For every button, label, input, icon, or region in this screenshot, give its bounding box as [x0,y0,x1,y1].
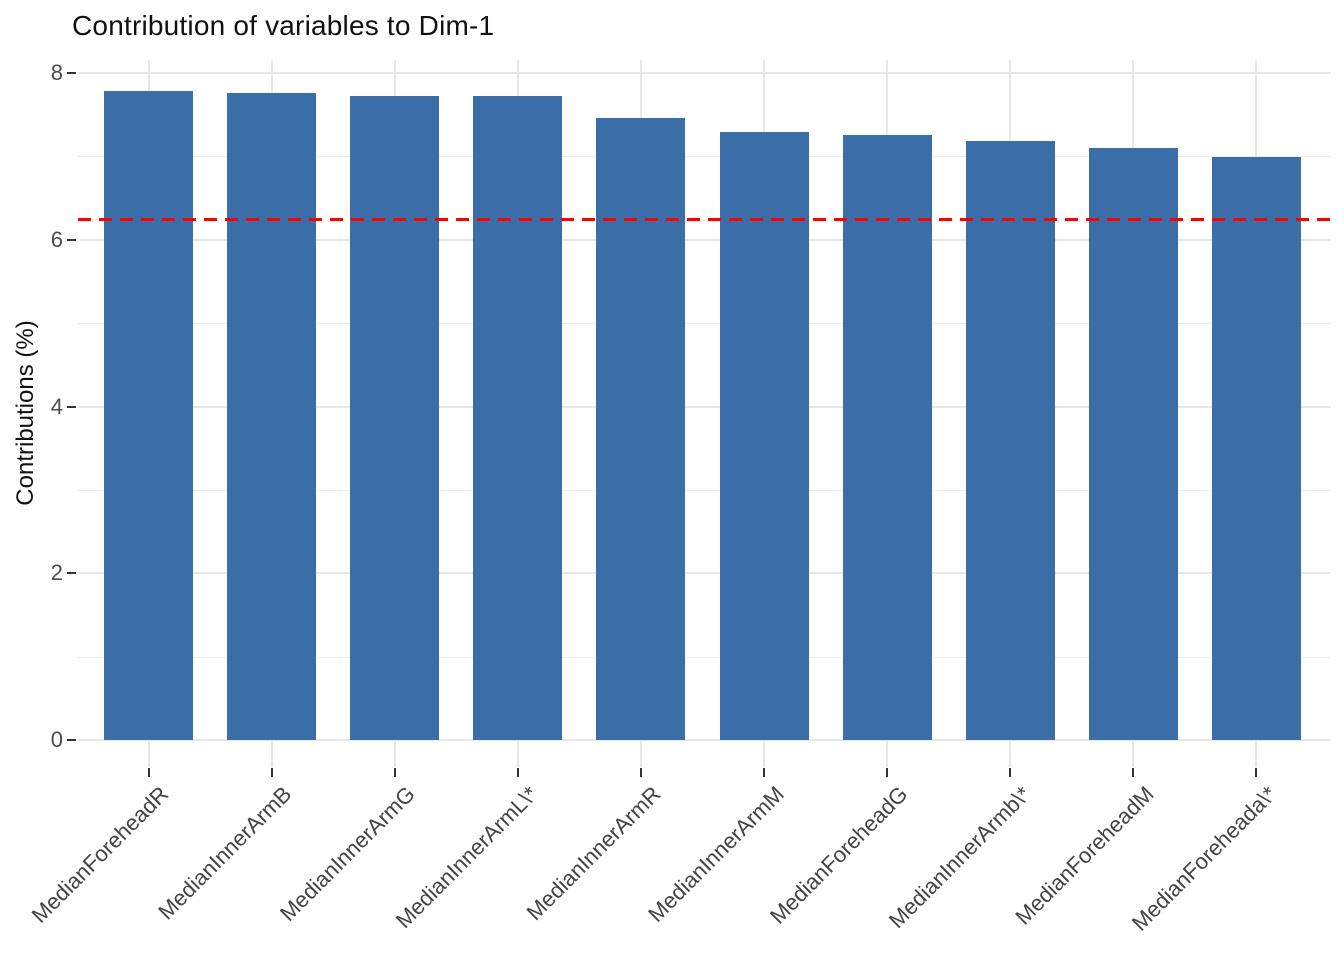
y-tick-mark [67,72,76,74]
gridline-y-minor [78,656,1331,658]
x-tick-mark [147,768,150,777]
bar-MedianForeheadM [1088,148,1178,740]
y-tick-label: 2 [50,560,63,586]
y-tick-mark [67,405,76,408]
bar-MedianForeheadR [104,91,193,740]
gridline-y-minor [78,489,1331,491]
bar-MedianInnerArmB [227,93,317,740]
x-tick-mark [516,768,519,777]
gridline-y-major [78,739,1331,741]
x-tick-label: MedianInnerArmM [643,781,789,927]
x-tick-mark [1255,768,1258,777]
bar-MedianInnerArmb\* [965,140,1055,740]
gridline-y-major [78,572,1331,575]
bar-MedianInnerArmR [596,118,686,740]
y-tick-label: 6 [50,226,63,252]
y-tick-mark [67,238,76,241]
gridline-y-minor [78,156,1331,158]
x-tick-mark [886,768,889,777]
x-tick-mark [1009,768,1012,777]
bar-MedianInnerArmM [719,132,809,740]
gridline-y-major [78,405,1331,408]
x-tick-mark [1132,768,1135,777]
x-tick-mark [270,768,273,777]
x-tick-label: MedianForeheadG [764,781,913,929]
x-tick-label: MedianInnerArmG [274,781,420,927]
x-tick-label: MedianInnerArmB [153,781,297,925]
x-tick-mark [393,768,396,777]
bar-MedianInnerArmG [350,96,440,740]
y-tick-label: 0 [50,727,63,752]
chart-title: Contribution of variables to Dim-1 [72,10,495,41]
gridline-y-minor [78,323,1331,325]
bar-MedianForeheadG [842,134,932,740]
plot-panel [78,60,1331,767]
reference-line [78,217,1331,221]
x-tick-label: MedianInnerArmR [521,781,666,926]
y-tick-mark [67,739,76,741]
x-tick-label: MedianInnerArmL\* [391,781,543,934]
bar-MedianInnerArmL\* [473,96,563,740]
gridline-y-major [78,72,1331,74]
y-tick-label: 4 [50,393,63,419]
x-tick-mark [639,768,642,777]
gridline-y-major [78,238,1331,241]
y-tick-mark [67,572,76,575]
x-tick-label: MedianForeheadR [26,781,174,928]
bar-MedianForeheada\* [1211,157,1301,740]
y-tick-label: 8 [50,60,63,85]
x-tick-mark [763,768,765,777]
